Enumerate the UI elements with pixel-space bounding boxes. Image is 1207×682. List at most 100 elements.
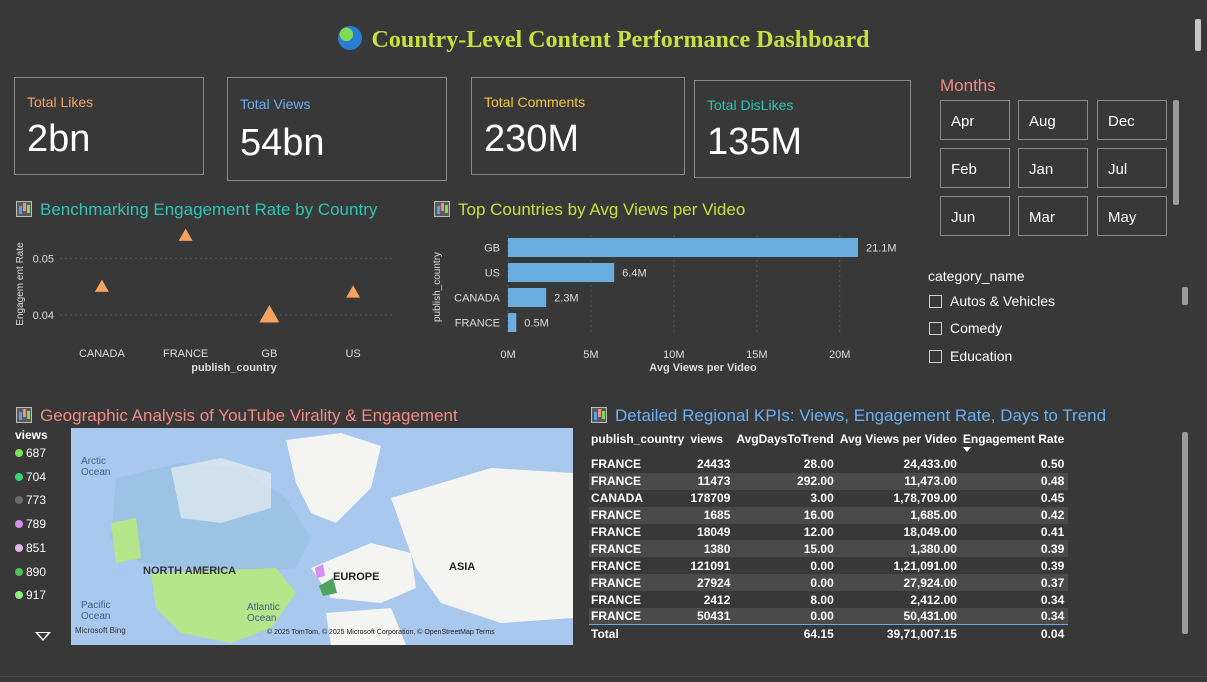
table-row[interactable]: CANADA 178709 3.00 1,78,709.00 0.45 xyxy=(589,490,1068,507)
card-label: Total Comments xyxy=(484,94,586,110)
y-axis-label: Engagem ent Rate xyxy=(15,242,26,326)
card-total-likes[interactable]: Total Likes 2bn xyxy=(14,77,204,175)
card-value: 2bn xyxy=(27,118,91,160)
category-scrollbar[interactable] xyxy=(1182,287,1188,305)
category-option-education[interactable]: Education xyxy=(929,348,1012,364)
engagement-chart-title: Benchmarking Engagement Rate by Country xyxy=(16,200,377,220)
table-row[interactable]: FRANCE 24433 28.00 24,433.00 0.50 xyxy=(589,456,1068,473)
card-total-comments[interactable]: Total Comments 230M xyxy=(471,77,685,175)
table-row[interactable]: FRANCE 50431 0.00 50,431.00 0.34 xyxy=(589,608,1069,625)
card-total-dislikes[interactable]: Total DisLikes 135M xyxy=(694,80,911,178)
page-scrollbar-top[interactable] xyxy=(1195,19,1201,51)
y-tick-label: US xyxy=(485,268,500,280)
map-attribution[interactable]: © 2025 TomTom, © 2025 Microsoft Corporat… xyxy=(267,629,495,636)
table-cell: 0.41 xyxy=(1040,525,1065,539)
world-map[interactable]: Arctic Ocean NORTH AMERICA EUROPE ASIA P… xyxy=(71,428,573,645)
table-cell: 0.34 xyxy=(1040,592,1065,607)
usa-shape xyxy=(151,568,296,643)
data-point-france xyxy=(178,228,193,241)
map-legend-item[interactable]: 890 xyxy=(15,565,46,579)
category-option-comedy[interactable]: Comedy xyxy=(929,320,1002,336)
y-tick-label: FRANCE xyxy=(455,318,500,330)
checkbox[interactable] xyxy=(929,350,942,363)
table-cell: 0.50 xyxy=(1040,457,1065,472)
x-axis-label: Avg Views per Video xyxy=(649,362,757,374)
table-cell: 11473 xyxy=(688,472,735,490)
month-option-apr[interactable]: Apr xyxy=(940,100,1010,140)
table-row[interactable]: FRANCE 121091 0.00 1,21,091.00 0.39 xyxy=(589,557,1068,574)
france-shape xyxy=(319,578,337,596)
map-label-north-america: NORTH AMERICA xyxy=(143,565,237,577)
total-cell: Total xyxy=(589,624,689,642)
table-cell: 121091 xyxy=(690,558,731,573)
engagement-scatter-chart: 0.05 0.04 CANADA FRANCE GB US publish_country E… xyxy=(15,228,395,374)
map-label-atlantic: Atlantic Ocean xyxy=(247,602,280,624)
table-row[interactable]: FRANCE 1685 16.00 1,685.00 0.42 xyxy=(589,506,1069,524)
bar-canada xyxy=(508,288,547,307)
avgviews-chart-title: Top Countries by Avg Views per Video xyxy=(434,200,745,220)
legend-dot-icon xyxy=(15,567,23,576)
column-header[interactable]: Avg Views per Video xyxy=(839,432,957,446)
column-header[interactable]: AvgDaysToTrend xyxy=(736,432,834,446)
map-legend-item[interactable]: 789 xyxy=(15,517,46,531)
table-row[interactable]: FRANCE 27924 0.00 27,924.00 0.37 xyxy=(589,574,1069,592)
x-tick-label: 15M xyxy=(746,349,767,361)
category-label: Education xyxy=(950,348,1013,364)
data-label: 0.5M xyxy=(524,318,548,330)
month-option-mar[interactable]: Mar xyxy=(1018,196,1088,236)
map-label-asia: ASIA xyxy=(449,561,476,573)
column-header-sorted[interactable]: Engagement Rate xyxy=(961,430,1068,456)
month-option-jan[interactable]: Jan xyxy=(1018,148,1088,188)
table-cell: 18,049.00 xyxy=(903,525,957,539)
category-option-autos[interactable]: Autos & Vehicles xyxy=(929,293,1055,309)
column-header[interactable]: views xyxy=(690,432,724,446)
x-tick-label: 20M xyxy=(829,349,850,361)
map-canvas xyxy=(111,433,573,645)
map-legend-item[interactable]: 917 xyxy=(15,588,46,602)
table-cell: FRANCE xyxy=(591,525,641,539)
page-footer-divider xyxy=(0,676,1207,677)
legend-label: 687 xyxy=(26,446,47,460)
map-legend-item[interactable]: 687 xyxy=(15,446,46,460)
table-cell: 18049 xyxy=(697,525,731,539)
checkbox[interactable] xyxy=(929,322,942,335)
month-option-feb[interactable]: Feb xyxy=(940,148,1010,188)
dashboard-title: Country-Level Content Performance Dashbo… xyxy=(0,26,1207,54)
table-cell: 0.42 xyxy=(960,506,1069,524)
map-legend-item[interactable]: 704 xyxy=(15,470,46,484)
table-cell: 1,21,091.00 xyxy=(893,558,957,573)
months-scrollbar[interactable] xyxy=(1173,100,1179,205)
line-chart-icon xyxy=(16,407,32,423)
table-cell: 1380 xyxy=(688,540,735,558)
y-tick-label: CANADA xyxy=(454,293,501,305)
table-cell: 12.00 xyxy=(803,525,834,539)
card-total-views[interactable]: Total Views 54bn xyxy=(227,77,447,181)
geo-map-title: Geographic Analysis of YouTube Virality … xyxy=(16,406,458,426)
month-option-jul[interactable]: Jul xyxy=(1097,148,1167,188)
table-row[interactable]: FRANCE 18049 12.00 18,049.00 0.41 xyxy=(589,524,1068,541)
table-cell: FRANCE xyxy=(589,506,689,524)
table-scrollbar[interactable] xyxy=(1182,432,1188,634)
table-cell: 0.00 xyxy=(734,574,838,592)
month-option-may[interactable]: May xyxy=(1097,196,1167,236)
map-legend-title: views xyxy=(15,428,48,442)
card-label: Total Views xyxy=(240,96,311,112)
total-cell: 0.04 xyxy=(960,624,1069,642)
month-option-jun[interactable]: Jun xyxy=(940,196,1010,236)
total-cell: 39,71,007.15 xyxy=(837,624,961,642)
arctic-islands-shape xyxy=(171,458,271,523)
map-legend-item[interactable]: 773 xyxy=(15,493,46,507)
month-option-dec[interactable]: Dec xyxy=(1097,100,1167,140)
x-tick-label: GB xyxy=(261,348,277,360)
table-row[interactable]: FRANCE 11473 292.00 11,473.00 0.48 xyxy=(589,472,1069,490)
map-legend-item[interactable]: 851 xyxy=(15,541,46,555)
checkbox[interactable] xyxy=(929,295,942,308)
table-row[interactable]: FRANCE 1380 15.00 1,380.00 0.39 xyxy=(589,540,1069,558)
card-value: 54bn xyxy=(240,122,325,164)
month-option-aug[interactable]: Aug xyxy=(1018,100,1088,140)
card-label: Total DisLikes xyxy=(707,97,794,113)
data-point-us xyxy=(346,285,361,298)
column-header[interactable]: publish_country xyxy=(591,432,685,446)
table-row[interactable]: FRANCE 2412 8.00 2,412.00 0.34 xyxy=(589,591,1068,608)
map-label-europe: EUROPE xyxy=(333,571,380,583)
